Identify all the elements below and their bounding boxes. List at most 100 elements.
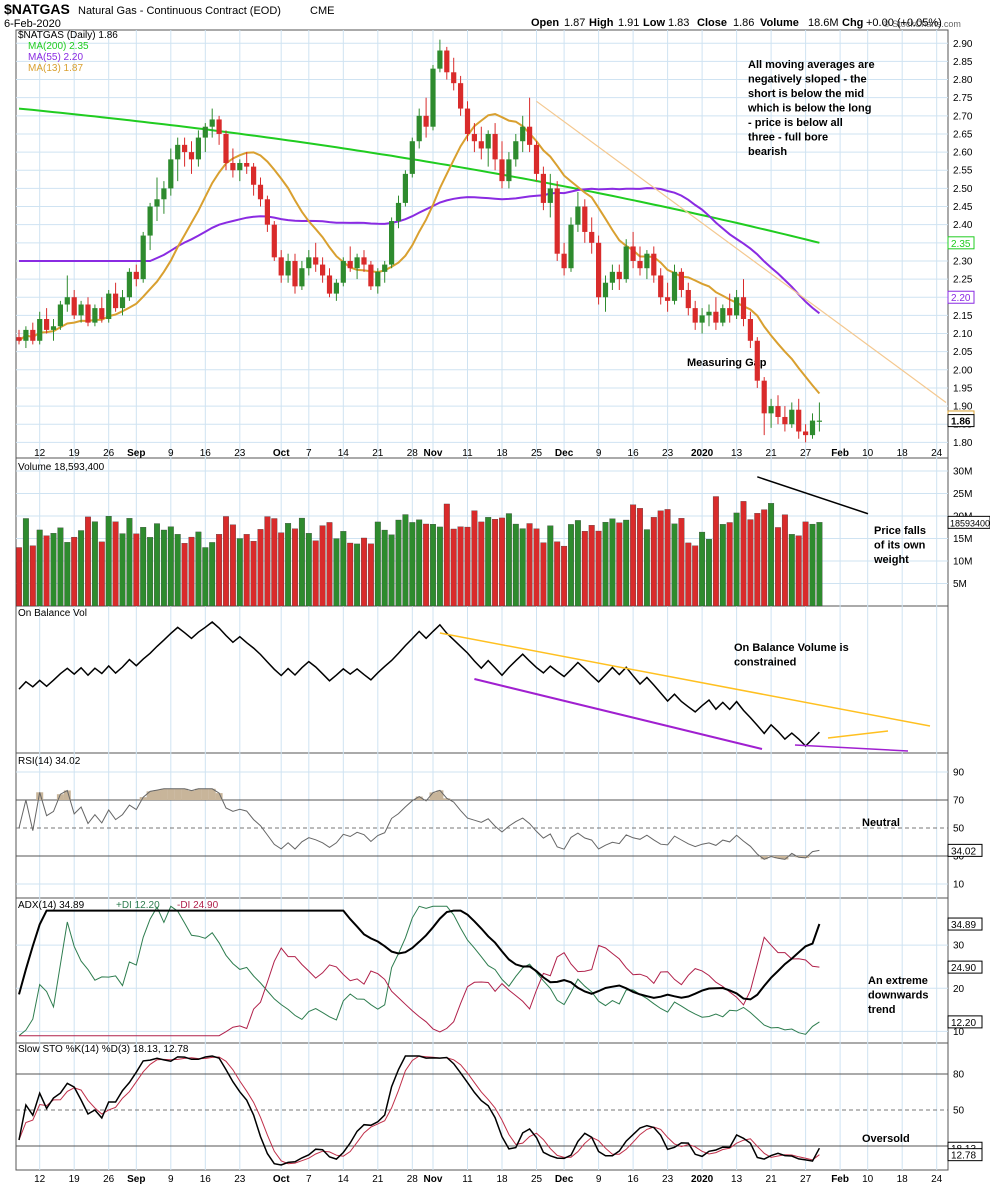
candle xyxy=(720,304,726,327)
trend-line xyxy=(536,100,947,403)
candle-body xyxy=(292,260,298,287)
y-tick-label: 10 xyxy=(953,1027,965,1038)
y-tick-label: 2.50 xyxy=(953,184,973,195)
candle-body xyxy=(113,293,119,309)
candle-body xyxy=(768,406,774,414)
candle xyxy=(754,337,760,388)
plus-di-line xyxy=(18,905,820,1037)
candle xyxy=(306,250,312,276)
candle-body xyxy=(589,231,595,243)
candle-body xyxy=(713,311,719,323)
x-tick-label: 27 xyxy=(800,448,812,459)
volume-trend-line xyxy=(757,476,869,515)
x-tick-label: Feb xyxy=(831,1174,849,1185)
volume-bar xyxy=(602,521,609,607)
y-tick-label: 2.05 xyxy=(953,347,973,358)
volume-bar xyxy=(588,525,595,607)
high-value: 1.91 xyxy=(618,17,639,29)
ma13-line xyxy=(18,113,821,395)
x-tick-label: 9 xyxy=(168,448,174,459)
candle xyxy=(582,199,588,243)
candle-body xyxy=(299,268,305,287)
volume-bar xyxy=(319,525,326,607)
candle xyxy=(368,260,374,290)
candle xyxy=(299,260,305,290)
candle xyxy=(816,402,822,432)
x-tick-label: 9 xyxy=(596,448,602,459)
candle-body xyxy=(382,264,388,272)
sto-legend: Slow STO %K(14) %D(3) 18.13, 12.78 xyxy=(18,1044,189,1055)
candle xyxy=(375,268,381,294)
candle xyxy=(188,141,195,174)
candle xyxy=(692,300,698,330)
candle xyxy=(119,289,126,316)
volume-bar xyxy=(464,526,471,607)
candle-body xyxy=(685,289,691,309)
candle xyxy=(257,177,264,207)
y-tick-label: 30 xyxy=(953,852,965,863)
candle-body xyxy=(761,380,767,414)
candle xyxy=(340,257,346,287)
volume-bar xyxy=(36,529,43,607)
candle-body xyxy=(430,68,436,127)
ohlc-readout: Open 1.87 High 1.91 Low 1.83 Close 1.86 … xyxy=(531,17,942,29)
x-tick-label: 21 xyxy=(372,1174,384,1185)
candle xyxy=(513,133,519,167)
candle-body xyxy=(389,221,395,265)
candle xyxy=(92,304,98,327)
rsi-overbought-fill xyxy=(174,788,182,800)
candle xyxy=(568,217,574,272)
panel-obv xyxy=(15,605,949,754)
candle xyxy=(161,181,167,214)
candle-body xyxy=(803,431,809,436)
candle-body xyxy=(202,126,208,138)
x-axis-bottom: 12 19 26 Sep 9 16 23 Oct 7 14 21 28 Nov 11 18 25 Dec 9 16 2… xyxy=(34,1174,943,1185)
close-value: 1.86 xyxy=(733,17,754,29)
candle-body xyxy=(30,329,36,341)
volume-bar xyxy=(243,534,250,607)
last-value-label: 2.20 xyxy=(951,293,971,304)
volume-bar xyxy=(436,526,443,607)
candle xyxy=(430,65,436,131)
rsi-overbought-fill xyxy=(181,788,189,800)
volume-bar xyxy=(250,541,257,607)
candle xyxy=(485,130,491,167)
x-tick-label: 23 xyxy=(662,448,674,459)
candle-body xyxy=(395,202,402,222)
volume-bar xyxy=(333,538,340,607)
volume-bar xyxy=(657,510,664,607)
close-label: Close xyxy=(697,17,727,29)
candle-body xyxy=(16,337,22,341)
y-tick-label: 30M xyxy=(953,467,972,478)
candle xyxy=(313,242,319,272)
candle xyxy=(395,195,402,229)
candle xyxy=(775,395,781,425)
candle xyxy=(423,97,429,138)
candle-body xyxy=(333,282,339,294)
x-tick-label: 19 xyxy=(69,1174,81,1185)
y-tick-label: 15M xyxy=(953,534,972,545)
last-value-label: 1.86 xyxy=(951,417,971,428)
candle-body xyxy=(816,420,822,422)
candle-body xyxy=(796,409,802,432)
candle-body xyxy=(237,162,243,171)
panel-price xyxy=(15,29,949,459)
candle-body xyxy=(119,297,126,309)
candle-body xyxy=(168,159,174,189)
candle xyxy=(16,329,22,345)
volume-bar xyxy=(91,521,98,607)
candle-body xyxy=(568,224,574,269)
volume-bar xyxy=(78,530,85,607)
last-value-box xyxy=(947,290,975,304)
candle-body xyxy=(416,115,422,142)
candle-body xyxy=(257,184,264,200)
candle-body xyxy=(106,293,112,320)
volume-bar xyxy=(98,541,105,607)
instrument-name: Natural Gas - Continuous Contract (EOD) xyxy=(78,5,281,17)
volume-bar xyxy=(609,518,616,607)
volume-bar xyxy=(188,536,195,607)
volume-bar xyxy=(16,547,22,607)
last-value-box xyxy=(947,515,990,529)
volume-bar xyxy=(361,537,367,607)
candle-body xyxy=(727,308,733,316)
